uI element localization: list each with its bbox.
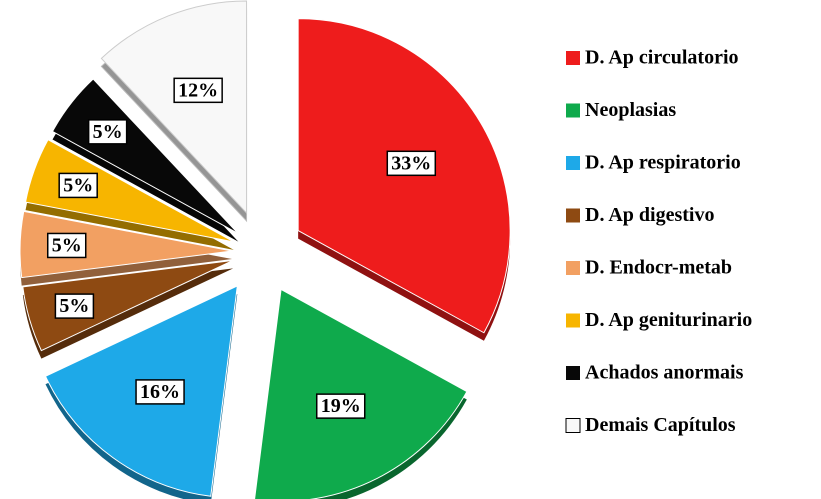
data-label: 16% (140, 381, 180, 403)
data-label-box (58, 172, 98, 199)
data-label: 33% (391, 152, 431, 174)
legend-swatch (566, 208, 580, 223)
legend-swatch (566, 261, 580, 275)
legend-swatch (566, 51, 580, 65)
data-label: 19% (321, 395, 361, 417)
legend-label: Neoplasias (585, 99, 676, 121)
legend-label: D. Ap geniturinario (585, 309, 752, 331)
data-label: 5% (93, 121, 123, 143)
data-label: 5% (52, 234, 82, 256)
legend-swatch (566, 313, 580, 328)
data-label-box (386, 150, 437, 177)
slice (22, 259, 234, 352)
legend-swatch (566, 366, 580, 380)
slice (19, 210, 233, 279)
legend-label: Achados anormais (585, 362, 744, 384)
legend-label: D. Ap respiratorio (585, 152, 741, 174)
legend-swatch (566, 156, 580, 170)
data-label-box (54, 293, 95, 319)
legend-swatch (565, 418, 581, 433)
legend-label: Demais Capítulos (585, 414, 736, 436)
legend-label: D. Ap digestivo (585, 204, 714, 226)
data-label-box (173, 77, 223, 104)
legend-label: D. Endocr-metab (585, 257, 732, 279)
data-label-box (46, 232, 87, 259)
data-label: 12% (178, 79, 218, 101)
data-label-box (135, 379, 185, 405)
data-label: 5% (59, 295, 89, 317)
data-label-box (315, 393, 366, 419)
legend-label: D. Ap circulatorio (585, 47, 739, 69)
slice (51, 78, 239, 235)
data-label: 5% (63, 174, 93, 196)
data-label-box (87, 119, 128, 145)
slice (100, 0, 248, 215)
legend-swatch (566, 103, 580, 118)
slice (24, 139, 235, 243)
